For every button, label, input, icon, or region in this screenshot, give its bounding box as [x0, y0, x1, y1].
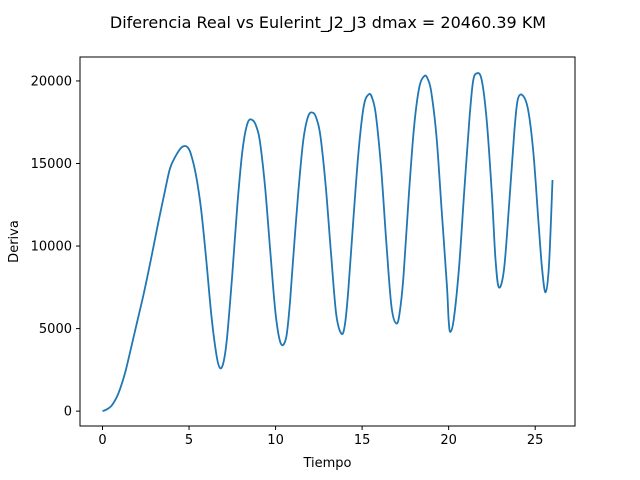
- y-tick-label: 20000: [31, 74, 72, 89]
- x-axis-label: Tiempo: [302, 456, 351, 471]
- y-tick-label: 0: [64, 405, 72, 420]
- axes-frame: [79, 56, 576, 427]
- y-tick-label: 15000: [31, 157, 72, 172]
- y-tick-label: 5000: [39, 322, 72, 337]
- plot-area: [102, 72, 554, 412]
- axis-ticks: 0 5 10 15 20 25 0 5000 10000 15000 20000: [31, 74, 544, 448]
- series-line-0: [102, 72, 554, 412]
- x-tick-label: 25: [527, 433, 544, 448]
- x-tick-label: 20: [440, 433, 457, 448]
- x-tick-label: 5: [185, 433, 193, 448]
- x-tick-label: 0: [98, 433, 106, 448]
- chart-title: Diferencia Real vs Eulerint_J2_J3 dmax =…: [110, 13, 546, 33]
- y-tick-label: 10000: [31, 240, 72, 255]
- y-axis-label: Deriva: [7, 220, 22, 263]
- x-tick-label: 15: [354, 433, 371, 448]
- x-tick-label: 10: [267, 433, 284, 448]
